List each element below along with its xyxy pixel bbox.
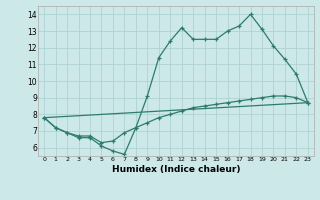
X-axis label: Humidex (Indice chaleur): Humidex (Indice chaleur) <box>112 165 240 174</box>
